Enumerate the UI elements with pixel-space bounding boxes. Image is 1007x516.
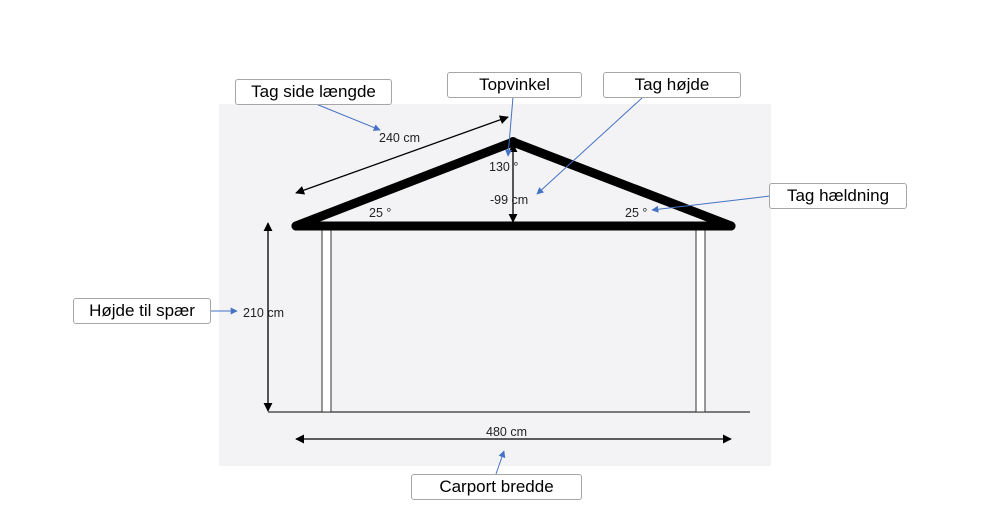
callout-roof-height: Tag højde: [603, 72, 741, 98]
right-post: [695, 227, 706, 413]
callout-height-to-rafter: Højde til spær: [73, 298, 211, 324]
callout-carport-width: Carport bredde: [411, 474, 582, 500]
pointer-roof-side-length: [315, 103, 381, 131]
roof-side-length-value: 240 cm: [379, 131, 420, 145]
height-to-rafter-value: 210 cm: [243, 306, 284, 320]
top-angle-value: 130 °: [489, 160, 518, 174]
pointer-roof-pitch: [651, 195, 771, 213]
callout-roof-side-length: Tag side længde: [235, 79, 392, 105]
carport-width-value: 480 cm: [486, 425, 527, 439]
callout-roof-pitch: Tag hældning: [769, 183, 907, 209]
callout-top-angle: Topvinkel: [447, 72, 582, 98]
pointer-carport-width: [495, 450, 506, 475]
roof-side-length-dimension: [295, 115, 509, 195]
pitch-right-value: 25 °: [625, 206, 647, 220]
pointer-roof-height: [536, 97, 643, 195]
pitch-left-value: 25 °: [369, 206, 391, 220]
roof-height-value: -99 cm: [490, 193, 528, 207]
left-post: [321, 227, 332, 413]
pointer-top-angle: [505, 96, 514, 157]
